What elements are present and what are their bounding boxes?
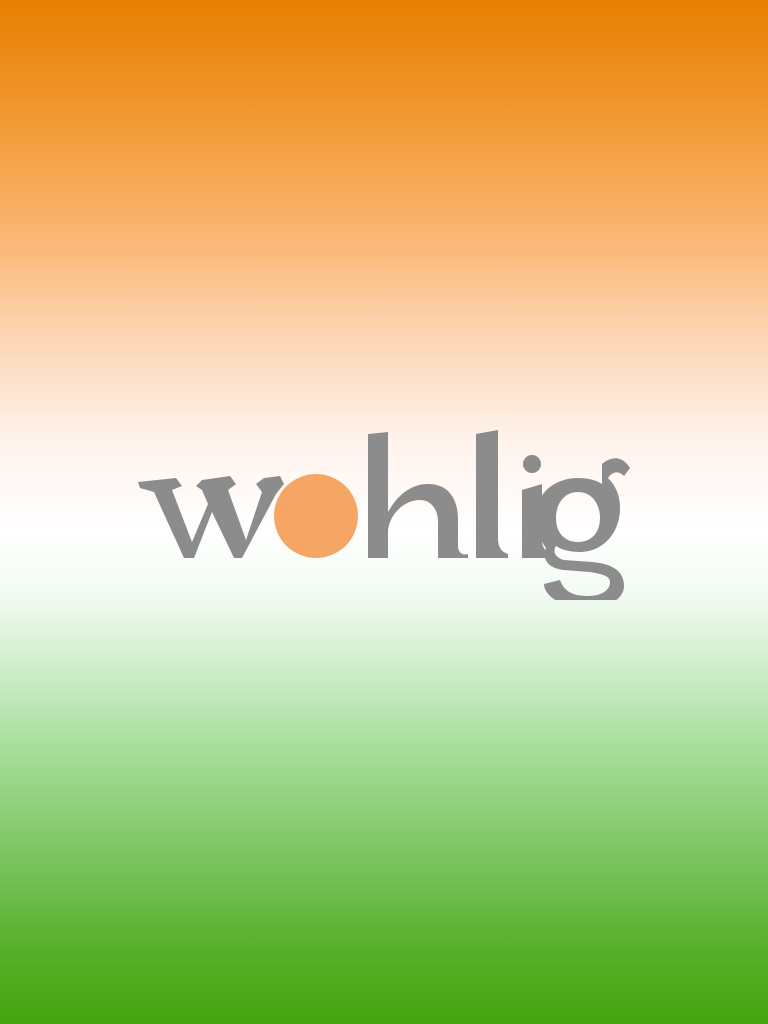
logo-dot-icon	[274, 474, 358, 558]
wohlig-logo	[132, 420, 632, 600]
